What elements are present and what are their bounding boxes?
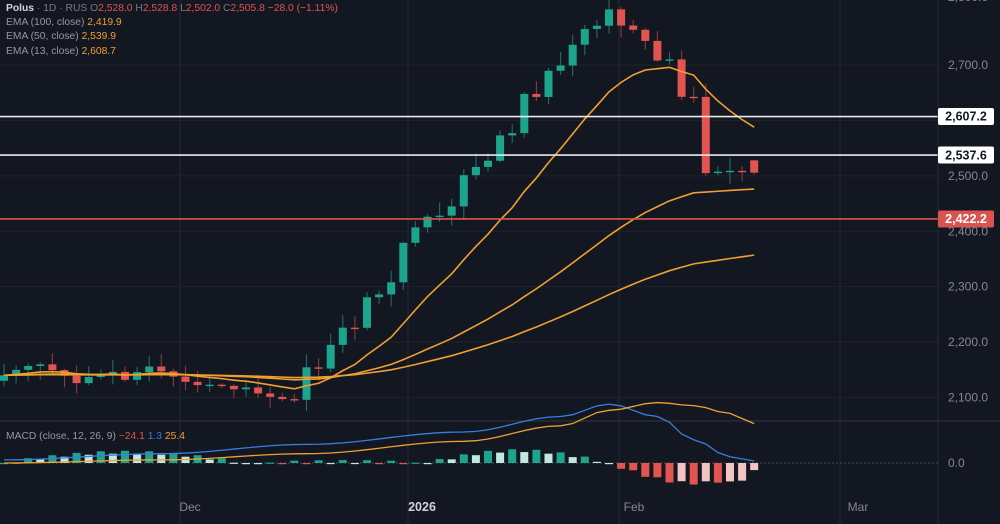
svg-text:2,422.2: 2,422.2 — [945, 212, 987, 226]
svg-text:2,100.0: 2,100.0 — [948, 390, 988, 404]
svg-text:2,200.0: 2,200.0 — [948, 335, 988, 349]
svg-text:Feb: Feb — [624, 500, 645, 514]
svg-text:2,800.0: 2,800.0 — [948, 0, 988, 4]
svg-text:Dec: Dec — [179, 500, 200, 514]
svg-text:2,607.2: 2,607.2 — [945, 110, 987, 124]
svg-text:2,500.0: 2,500.0 — [948, 169, 988, 183]
svg-text:2,300.0: 2,300.0 — [948, 280, 988, 294]
svg-text:0.0: 0.0 — [948, 456, 965, 470]
svg-text:2,537.6: 2,537.6 — [945, 148, 987, 162]
svg-text:2,700.0: 2,700.0 — [948, 58, 988, 72]
svg-text:2026: 2026 — [408, 500, 436, 514]
svg-text:Mar: Mar — [848, 500, 869, 514]
